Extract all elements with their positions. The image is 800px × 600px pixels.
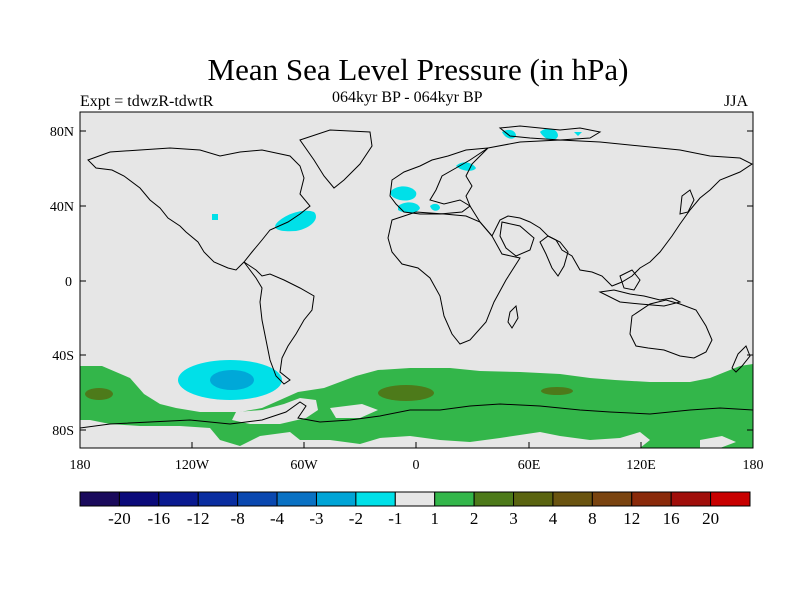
india-coastline (539, 235, 569, 277)
colorbar-swatch (158, 491, 199, 507)
colorbar-swatch (552, 491, 593, 507)
longitude-axis (79, 442, 754, 448)
south-atlantic-high-core (378, 385, 434, 401)
southeast-pacific-low-core (210, 370, 254, 390)
lon-tick-label: 60E (518, 458, 541, 473)
indonesia-coastline (598, 289, 682, 307)
south-america-coastline (243, 261, 315, 385)
colorbar: -20 -16 -12 -8 -4 -3 -2 -1 1 2 3 4 8 12 16 20 (79, 491, 751, 528)
lat-tick-label: 80S (52, 424, 74, 439)
experiment-label: Expt = tdwzR-tdwtR (80, 93, 214, 110)
colorbar-label: 12 (623, 509, 640, 528)
lon-tick-label: 60W (290, 458, 318, 473)
colorbar-label: -1 (388, 509, 402, 528)
latitude-axis (80, 130, 753, 431)
colorbar-swatch (355, 491, 396, 507)
colorbar-label: 8 (588, 509, 597, 528)
colorbar-swatch (394, 491, 436, 507)
colorbar-swatch (670, 491, 712, 507)
colorbar-label: 16 (663, 509, 680, 528)
southern-ocean-positive-band (80, 364, 753, 448)
map-plot-area (80, 112, 753, 448)
madagascar-coastline (507, 304, 519, 329)
colorbar-label: -2 (349, 509, 363, 528)
lat-tick-label: 0 (65, 275, 72, 290)
asia-coastline (465, 139, 753, 287)
colorbar-swatch (591, 491, 633, 507)
colorbar-label: -12 (187, 509, 210, 528)
arctic-lows (574, 132, 582, 136)
colorbar-label: -16 (147, 509, 170, 528)
lon-tick-label: 0 (413, 458, 420, 473)
southern-band-gap (80, 420, 650, 448)
new-zealand-coastline (731, 345, 751, 373)
colorbar-swatch (710, 491, 751, 507)
colorbar-label: 3 (509, 509, 518, 528)
arctic-lows (212, 214, 218, 220)
colorbar-swatch (197, 491, 239, 507)
scandinavia-low (456, 162, 476, 171)
subtitle: 064kyr BP - 064kyr BP (332, 89, 483, 106)
lat-tick-label: 40N (50, 200, 74, 215)
colorbar-swatch (315, 491, 357, 507)
chart-title: Mean Sea Level Pressure (in hPa) (207, 52, 629, 87)
arctic-islands-coastline (498, 125, 602, 141)
season-label: JJA (724, 93, 749, 110)
colorbar-label: 1 (430, 509, 439, 528)
lon-tick-label: 180 (743, 458, 764, 473)
arctic-lows (540, 128, 558, 141)
indian-ocean-high-core (541, 387, 573, 395)
lon-tick-label: 180 (70, 458, 91, 473)
arabia-coastline (499, 221, 535, 257)
colorbar-swatch (434, 491, 475, 507)
north-america-coastline (87, 147, 311, 271)
western-europe-low (398, 202, 420, 213)
southern-band-gap (330, 404, 378, 418)
colorbar-label: 20 (702, 509, 719, 528)
lon-tick-label: 120E (626, 458, 656, 473)
greenland-coastline (299, 129, 373, 189)
lon-tick-label: 120W (175, 458, 210, 473)
colorbar-label: 4 (549, 509, 558, 528)
antarctica-coastline (80, 401, 753, 429)
southern-band-gap (700, 436, 736, 448)
colorbar-label: 2 (470, 509, 479, 528)
colorbar-swatch (118, 491, 160, 507)
japan-coastline (679, 189, 695, 215)
south-pacific-high-core (85, 388, 113, 400)
colorbar-label: -8 (231, 509, 245, 528)
colorbar-label: -3 (309, 509, 323, 528)
australia-coastline (629, 299, 713, 359)
colorbar-swatch (237, 491, 278, 507)
indonesia-coastline (619, 269, 641, 291)
coastlines (80, 125, 753, 429)
africa-coastline (387, 211, 521, 345)
colorbar-swatch (79, 491, 120, 507)
colorbar-label: -4 (270, 509, 285, 528)
colorbar-swatch (631, 491, 672, 507)
north-atlantic-low (275, 210, 316, 232)
colorbar-label: -20 (108, 509, 131, 528)
colorbar-swatch (276, 491, 317, 507)
lat-tick-label: 40S (52, 349, 74, 364)
lat-tick-label: 80N (50, 125, 74, 140)
western-europe-low (390, 186, 417, 201)
colorbar-swatch (473, 491, 515, 507)
colorbar-swatch (513, 491, 554, 507)
western-europe-low (430, 203, 440, 211)
